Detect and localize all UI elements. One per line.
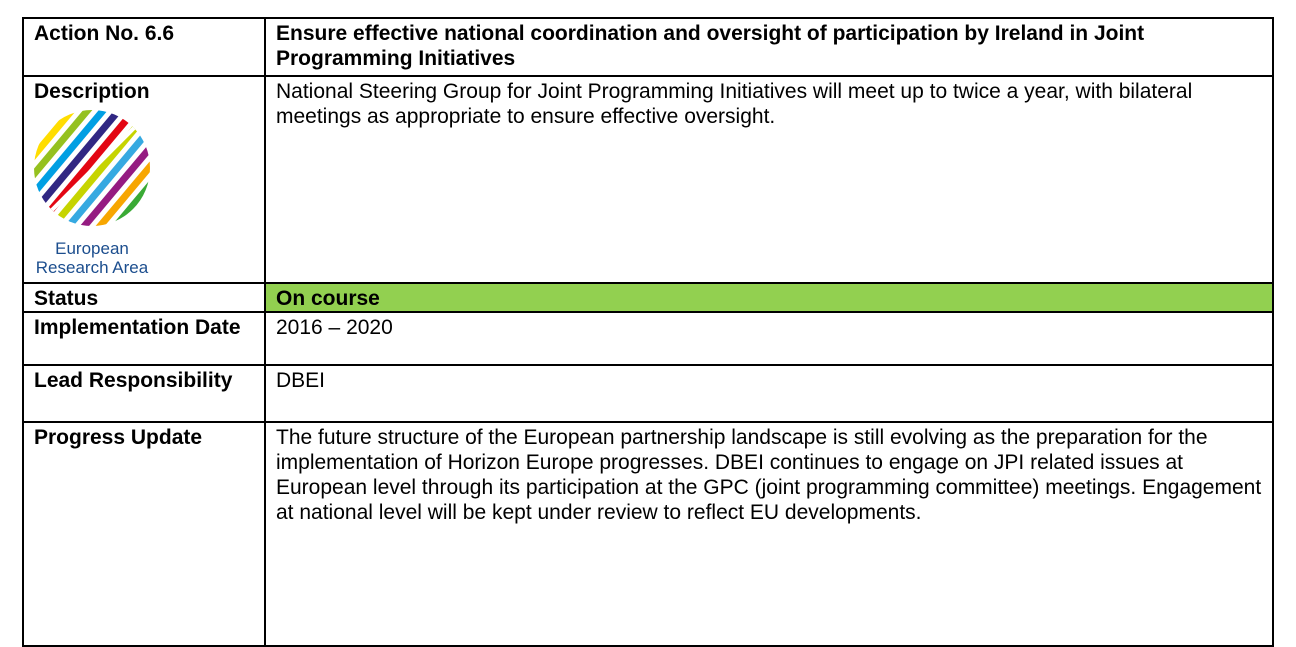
row: Implementation Date 2016 – 2020	[22, 311, 1274, 366]
status-content: On course	[264, 282, 1274, 313]
row: Lead Responsibility DBEI	[22, 364, 1274, 423]
row: Progress Update The future structure of …	[22, 421, 1274, 647]
content: The future structure of the European par…	[264, 421, 1274, 647]
era-logo: European Research Area	[34, 110, 150, 277]
label-cell: Description	[22, 75, 266, 284]
row: Status On course	[22, 282, 1274, 313]
action-table: Action No. 6.6 Ensure effective national…	[22, 17, 1274, 647]
label: Action No. 6.6	[22, 17, 266, 77]
row: Description	[22, 75, 1274, 284]
row: Action No. 6.6 Ensure effective national…	[22, 17, 1274, 77]
label: Description	[34, 80, 150, 103]
content: National Steering Group for Joint Progra…	[264, 75, 1274, 284]
logo-text: Research Area	[36, 258, 149, 277]
label: Progress Update	[22, 421, 266, 647]
label: Implementation Date	[22, 311, 266, 366]
content: Ensure effective national coordination a…	[264, 17, 1274, 77]
content: DBEI	[264, 364, 1274, 423]
page: Action No. 6.6 Ensure effective national…	[22, 17, 1274, 647]
label: Lead Responsibility	[22, 364, 266, 423]
logo-text: European	[55, 239, 129, 258]
label: Status	[22, 282, 266, 313]
content: 2016 – 2020	[264, 311, 1274, 366]
